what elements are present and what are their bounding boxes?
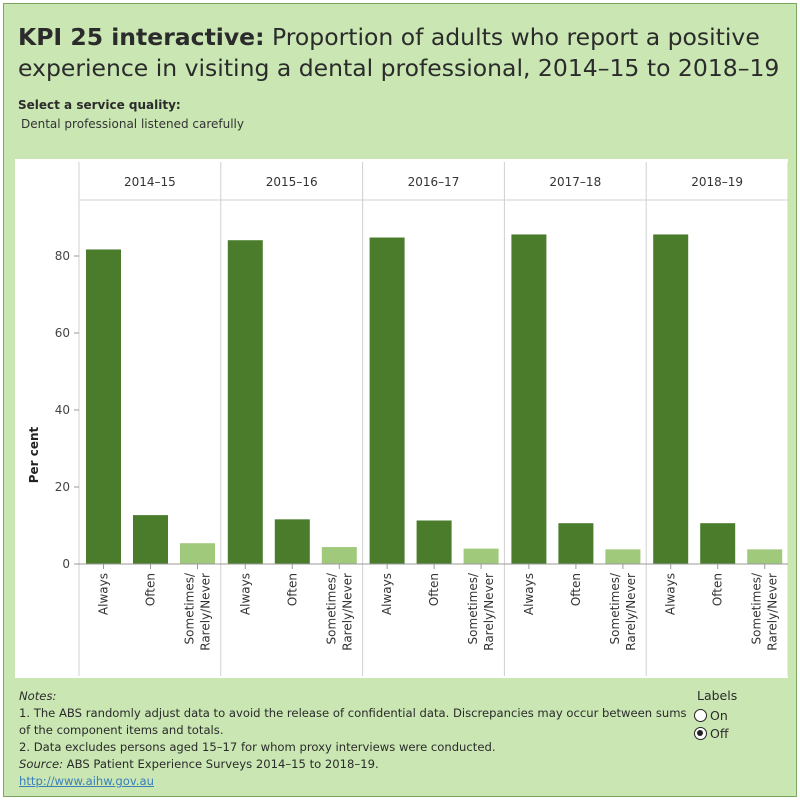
bar <box>133 515 168 564</box>
x-category-label: Sometimes/ <box>183 572 197 644</box>
service-quality-select[interactable]: Dental professional listened carefully <box>21 117 244 131</box>
y-tick-label: 40 <box>55 403 70 417</box>
x-category-label: Rarely/Never <box>766 573 780 651</box>
x-category-label: Often <box>427 573 441 606</box>
bar <box>558 523 594 564</box>
x-category-label: Often <box>144 573 158 606</box>
bar <box>463 548 499 564</box>
y-tick-label: 60 <box>55 326 70 340</box>
dashboard-frame: KPI 25 interactive: Proportion of adults… <box>3 3 797 797</box>
bar <box>180 543 215 564</box>
x-category-label: Rarely/Never <box>482 573 496 651</box>
labels-title: Labels <box>697 688 738 703</box>
bar <box>653 234 689 564</box>
source-label: Source: <box>19 757 63 771</box>
radio-on-icon[interactable] <box>694 708 707 722</box>
x-category-label: Always <box>522 573 536 615</box>
aihw-link[interactable]: http://www.aihw.gov.au <box>19 774 154 788</box>
source-line: Source: ABS Patient Experience Surveys 2… <box>19 756 689 773</box>
x-category-label: Sometimes/ <box>324 572 338 644</box>
labels-control: Labels On Off <box>694 688 737 742</box>
panel-header: 2016–17 <box>408 175 460 189</box>
labels-option-on[interactable]: On <box>694 706 737 724</box>
x-category-label: Always <box>380 573 394 615</box>
page-title: KPI 25 interactive: Proportion of adults… <box>18 22 788 84</box>
bar <box>321 547 357 564</box>
y-tick-label: 20 <box>55 480 70 494</box>
x-category-label: Always <box>238 573 252 615</box>
x-category-label: Often <box>711 573 725 606</box>
notes-heading: Notes: <box>19 689 57 703</box>
note-2: 2. Data excludes persons aged 15–17 for … <box>19 740 496 754</box>
notes-section: Notes: 1. The ABS randomly adjust data t… <box>19 688 689 790</box>
bar-chart: 0 20 40 60 80 Per cent 2014–15 Always Often Somet… <box>27 162 788 676</box>
x-category-label: Always <box>97 573 111 615</box>
bar <box>369 237 405 564</box>
x-category-label: Often <box>569 573 583 606</box>
x-category-label: Often <box>285 573 299 606</box>
x-category-label: Sometimes/ <box>750 572 764 644</box>
labels-option-off-text: Off <box>710 725 729 741</box>
x-category-label: Rarely/Never <box>199 573 213 651</box>
labels-option-on-text: On <box>710 707 728 723</box>
title-bold: KPI 25 interactive: <box>18 23 265 51</box>
panel-header: 2014–15 <box>124 175 176 189</box>
x-category-label: Rarely/Never <box>624 573 638 651</box>
labels-option-off[interactable]: Off <box>694 724 737 742</box>
bar <box>747 549 783 564</box>
panel-header: 2017–18 <box>549 175 601 189</box>
x-category-label: Sometimes/ <box>608 572 622 644</box>
note-1: 1. The ABS randomly adjust data to avoid… <box>19 706 687 737</box>
panel-header: 2018–19 <box>691 175 743 189</box>
source-text: ABS Patient Experience Surveys 2014–15 t… <box>66 757 379 771</box>
y-tick-label: 0 <box>62 557 70 571</box>
bar <box>274 519 310 564</box>
bar <box>416 520 452 564</box>
bar <box>511 234 547 564</box>
radio-off-icon[interactable] <box>694 726 707 740</box>
y-axis-label: Per cent <box>27 426 41 483</box>
bar <box>605 549 641 564</box>
chart-panel: 0 20 40 60 80 Per cent 2014–15 Always Often Somet… <box>15 159 788 678</box>
bar <box>227 240 263 564</box>
service-quality-label: Select a service quality: <box>18 98 181 112</box>
bar <box>86 249 121 564</box>
bar <box>700 523 736 564</box>
x-category-label: Sometimes/ <box>466 572 480 644</box>
panel-header: 2015–16 <box>266 175 318 189</box>
x-category-label: Rarely/Never <box>340 573 354 651</box>
y-tick-label: 80 <box>55 249 70 263</box>
title-rest: Proportion of adults who report a positi… <box>18 23 780 82</box>
x-category-label: Always <box>664 573 678 615</box>
